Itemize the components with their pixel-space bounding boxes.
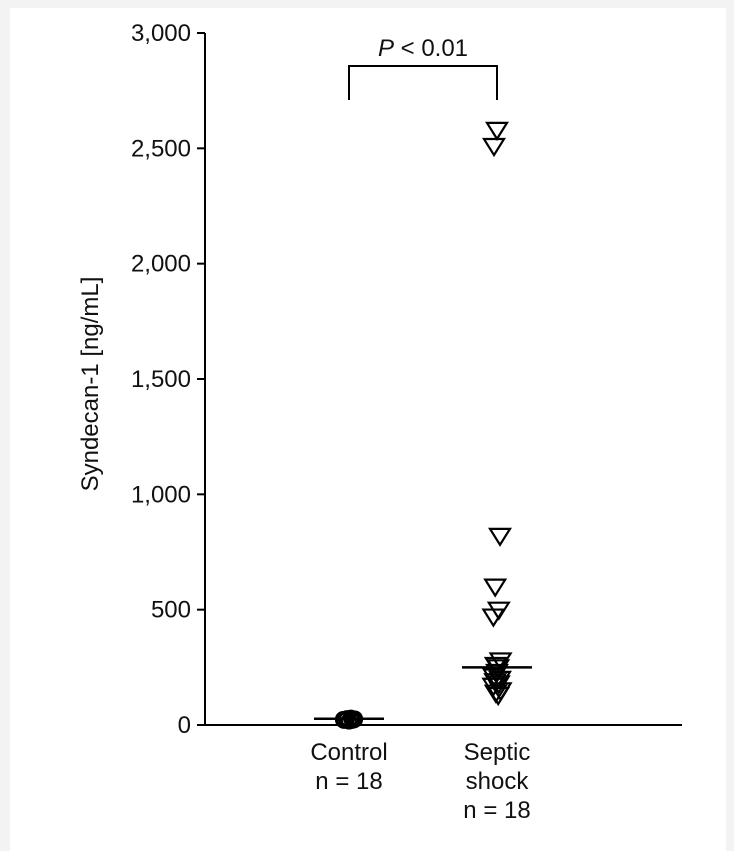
significance-bracket	[348, 65, 498, 100]
median-lines	[314, 666, 532, 721]
category-label: n = 18	[463, 797, 530, 824]
significance-annotation: P < 0.01	[348, 35, 498, 100]
y-axis-title: Syndecan-1 [ng/mL]	[77, 277, 104, 492]
category-label: Control	[310, 739, 387, 766]
data-point	[486, 686, 511, 707]
data-point	[488, 527, 512, 547]
chart-frame: 0 500 1,000 1,500 2,000 2,500 3,000 Control n =…	[10, 8, 726, 851]
data-points	[335, 121, 513, 730]
y-tick-label: 500	[151, 597, 191, 624]
y-tick-label: 0	[178, 712, 191, 739]
p-symbol: P	[378, 35, 394, 62]
y-tick-label: 1,000	[131, 481, 191, 508]
p-value: < 0.01	[394, 35, 468, 62]
y-tick-label: 1,500	[131, 366, 191, 393]
significance-label: P < 0.01	[378, 35, 468, 62]
category-label: n = 18	[315, 768, 382, 795]
y-tick-label: 2,000	[131, 251, 191, 278]
y-tick-label: 3,000	[131, 20, 191, 47]
data-point	[481, 608, 506, 628]
y-tick-label: 2,500	[131, 135, 191, 162]
data-point	[485, 121, 509, 141]
category-label: Septic	[464, 739, 531, 766]
data-point	[483, 578, 508, 598]
data-point	[482, 137, 506, 158]
category-label: shock	[466, 768, 530, 795]
y-axis: 0 500 1,000 1,500 2,000 2,500 3,000	[131, 20, 206, 739]
